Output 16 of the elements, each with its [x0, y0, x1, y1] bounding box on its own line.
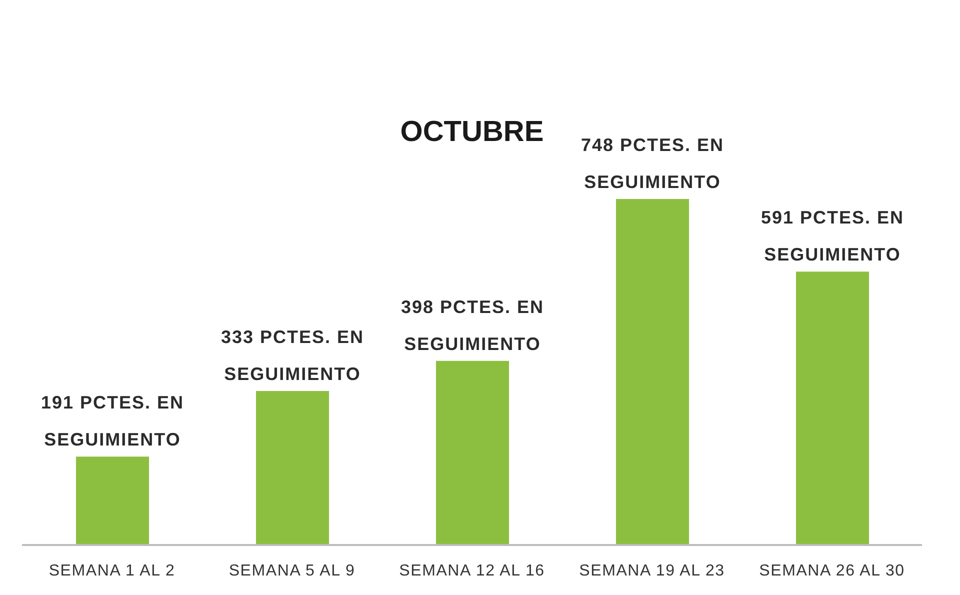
data-label: 591 PCTES. EN SEGUIMIENTO [760, 208, 904, 265]
x-tick-label: SEMANA 19 AL 23 [579, 562, 725, 580]
bar [76, 456, 149, 545]
bar [796, 272, 869, 545]
x-tick-label: SEMANA 12 AL 16 [399, 562, 545, 580]
data-label: 398 PCTES. EN SEGUIMIENTO [400, 296, 544, 354]
data-label: 333 PCTES. EN SEGUIMIENTO [220, 326, 364, 384]
chart-title: OCTUBRE [400, 116, 544, 148]
x-tick-label: SEMANA 1 AL 2 [48, 562, 176, 580]
data-label: 748 PCTES. EN SEGUIMIENTO [580, 135, 724, 192]
x-tick-label: SEMANA 26 AL 30 [759, 562, 905, 580]
data-label: 191 PCTES. EN SEGUIMIENTO [40, 392, 184, 450]
bar [256, 390, 329, 545]
bar [616, 199, 689, 545]
x-tick-label: SEMANA 5 AL 9 [228, 562, 356, 580]
bar [436, 360, 509, 545]
